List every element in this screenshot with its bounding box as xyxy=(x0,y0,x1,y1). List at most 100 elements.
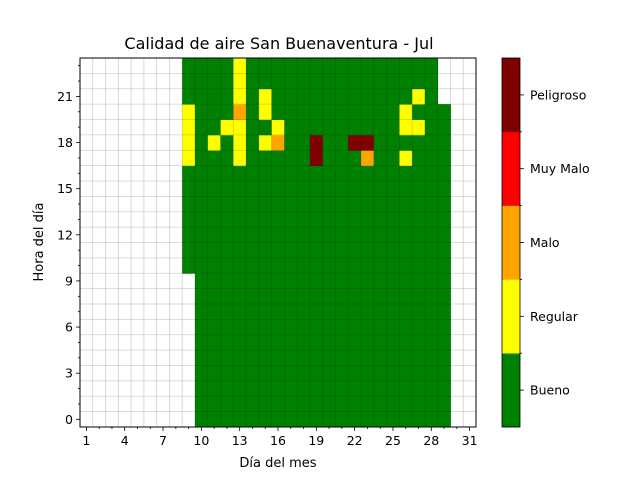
heatmap-cell xyxy=(220,150,234,167)
heatmap-cell xyxy=(233,181,247,197)
heatmap-cell xyxy=(322,150,336,167)
heatmap-cell xyxy=(361,104,375,120)
heatmap-cell xyxy=(284,350,298,366)
colorbar-legend: Bueno Regular Malo Muy Malo Peligroso xyxy=(501,57,590,428)
heatmap-cell xyxy=(246,181,260,197)
y-axis-label: Hora del día xyxy=(32,203,47,282)
heatmap-cell xyxy=(322,319,336,336)
heatmap-cell xyxy=(399,88,413,105)
heatmap-cell xyxy=(271,196,285,213)
heatmap-cell xyxy=(271,380,285,397)
heatmap-cell xyxy=(309,196,324,213)
heatmap-cell xyxy=(220,380,234,397)
heatmap-cell xyxy=(284,273,298,290)
heatmap-cell xyxy=(437,273,451,290)
heatmap-cell xyxy=(284,396,298,413)
heatmap-cell xyxy=(220,350,234,366)
heatmap-cell xyxy=(437,396,451,413)
y-tick-label: 3 xyxy=(65,366,73,381)
heatmap-cell xyxy=(348,119,362,136)
heatmap-cell xyxy=(437,365,451,382)
heatmap-cell xyxy=(348,380,362,397)
heatmap-cell xyxy=(309,58,324,74)
x-axis-label: Día del mes xyxy=(239,456,316,471)
heatmap-cell xyxy=(220,134,234,151)
heatmap-cell xyxy=(182,134,196,151)
heatmap-cell xyxy=(194,73,209,90)
heatmap-cell xyxy=(284,411,298,428)
heatmap-cell xyxy=(233,380,247,397)
heatmap-cell xyxy=(399,380,413,397)
heatmap-cell xyxy=(194,211,209,228)
heatmap-cell xyxy=(246,88,260,105)
heatmap-cell xyxy=(373,242,387,259)
heatmap-cell xyxy=(194,411,209,428)
heatmap-cell xyxy=(424,134,439,151)
heatmap-cell xyxy=(399,396,413,413)
heatmap-cell xyxy=(233,334,247,351)
heatmap-cell xyxy=(297,211,311,228)
heatmap-cell xyxy=(271,73,285,90)
heatmap-cell xyxy=(399,334,413,351)
heatmap-cell xyxy=(284,181,298,197)
heatmap-cell xyxy=(297,319,311,336)
heatmap-cell xyxy=(322,365,336,382)
y-tick-label: 18 xyxy=(57,135,73,150)
heatmap-cell xyxy=(194,257,209,274)
heatmap-cell xyxy=(424,319,439,336)
x-tick-label: 1 xyxy=(82,433,90,448)
colorbar-segment-regular xyxy=(502,279,520,354)
heatmap-cell xyxy=(194,365,209,382)
heatmap-cell xyxy=(373,396,387,413)
heatmap-cell xyxy=(207,365,221,382)
heatmap-cell xyxy=(182,104,196,120)
heatmap-cell xyxy=(386,334,400,351)
heatmap-cell xyxy=(309,411,324,428)
heatmap-cell xyxy=(335,411,349,428)
x-tick-label: 19 xyxy=(308,433,324,448)
heatmap-cell xyxy=(386,319,400,336)
heatmap-cell xyxy=(399,273,413,290)
colorbar-segment-peligroso xyxy=(502,58,520,133)
heatmap-cell xyxy=(412,134,426,151)
heatmap-cell xyxy=(194,227,209,243)
heatmap-cell xyxy=(258,411,273,428)
heatmap-cell xyxy=(220,304,234,320)
heatmap-cell xyxy=(233,304,247,320)
heatmap-cell xyxy=(258,88,273,105)
x-tick-label: 10 xyxy=(193,433,209,448)
heatmap-cell xyxy=(437,304,451,320)
heatmap-cell xyxy=(399,365,413,382)
heatmap-cell xyxy=(182,119,196,136)
heatmap-cell xyxy=(258,119,273,136)
heatmap-cell xyxy=(361,73,375,90)
heatmap-cell xyxy=(335,181,349,197)
heatmap-cell xyxy=(233,350,247,366)
heatmap-cell xyxy=(437,134,451,151)
heatmap-cell xyxy=(335,350,349,366)
heatmap-cell xyxy=(233,319,247,336)
heatmap-cell xyxy=(207,257,221,274)
heatmap-cell xyxy=(424,150,439,167)
heatmap-cell xyxy=(386,257,400,274)
heatmap-cell xyxy=(207,334,221,351)
heatmap-cell xyxy=(361,411,375,428)
heatmap-cell xyxy=(386,350,400,366)
heatmap-cell xyxy=(207,150,221,167)
heatmap-cell xyxy=(271,242,285,259)
y-tick-label: 9 xyxy=(65,273,73,288)
heatmap-cell xyxy=(258,181,273,197)
heatmap-cell xyxy=(284,104,298,120)
heatmap-cell xyxy=(361,334,375,351)
heatmap-cell xyxy=(220,411,234,428)
heatmap-cell xyxy=(335,73,349,90)
heatmap-cell xyxy=(194,196,209,213)
heatmap-cell xyxy=(424,257,439,274)
heatmap-cell xyxy=(271,365,285,382)
heatmap-cell xyxy=(322,273,336,290)
heatmap-cell xyxy=(412,227,426,243)
heatmap-cell xyxy=(335,119,349,136)
heatmap-cell xyxy=(182,181,196,197)
heatmap-cell xyxy=(322,165,336,182)
heatmap-cell xyxy=(322,257,336,274)
